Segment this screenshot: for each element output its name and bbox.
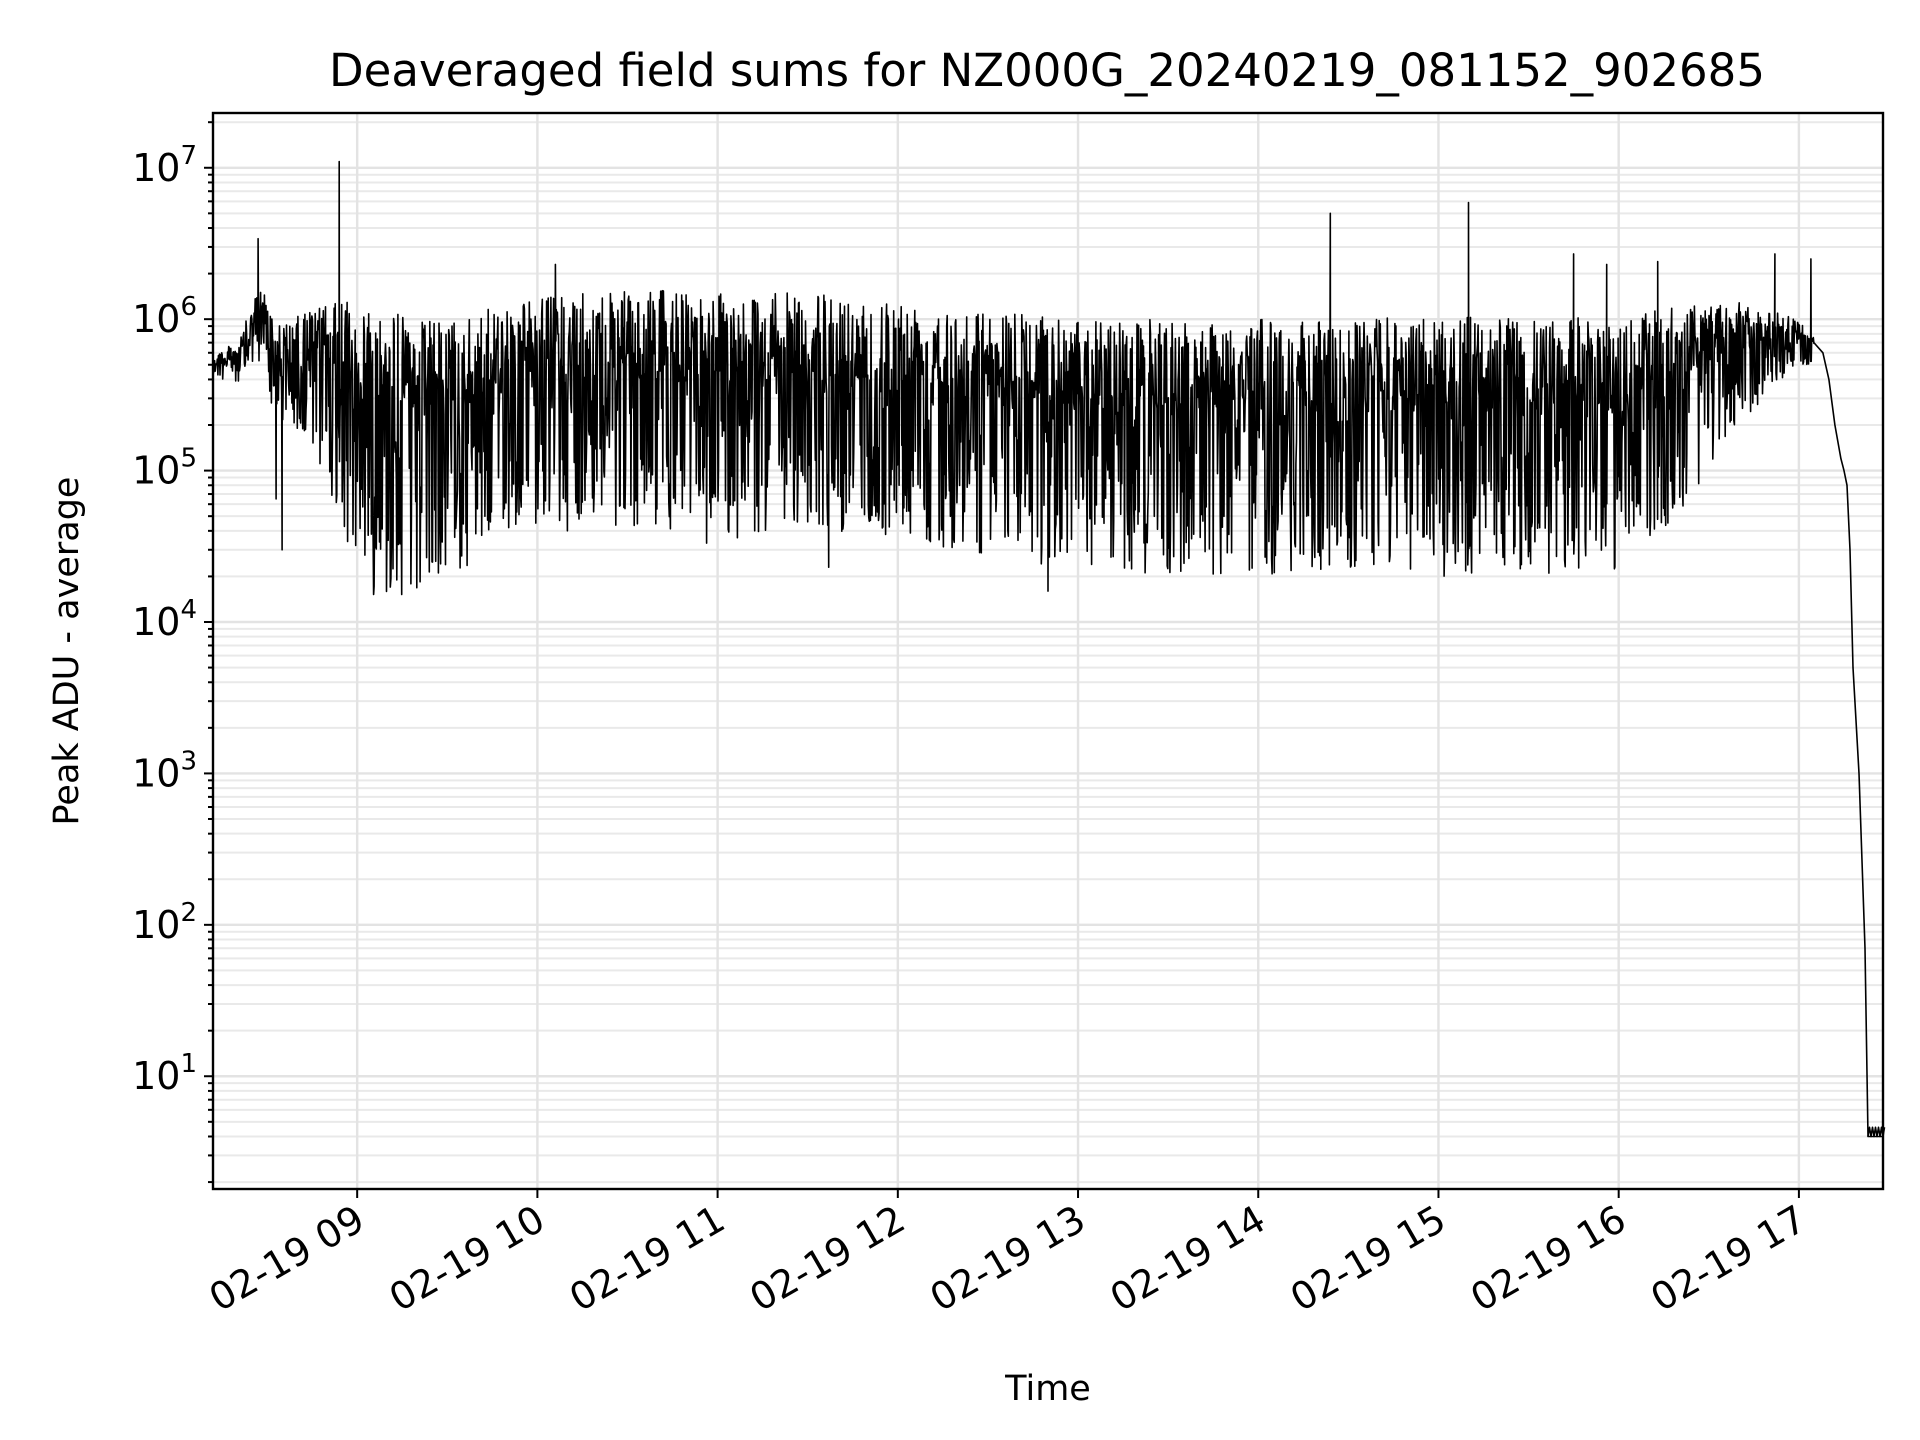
plot-frame <box>211 111 1885 1191</box>
y-axis: 101 102 103 104 105 106 107 <box>132 121 213 1184</box>
x-tick-label: 02-19 14 <box>1103 1197 1273 1321</box>
x-tick-label: 02-19 10 <box>382 1197 552 1321</box>
y-tick-label: 105 <box>132 444 197 493</box>
data-series-tail <box>1867 1126 1886 1138</box>
x-tick-label: 02-19 15 <box>1283 1197 1453 1321</box>
chart-title: Deaveraged field sums for NZ000G_2024021… <box>329 44 1765 97</box>
x-tick-label: 02-19 12 <box>742 1197 912 1321</box>
y-tick-label: 104 <box>132 595 197 644</box>
grid-layer <box>213 113 1883 1189</box>
y-tick-label: 107 <box>132 141 197 190</box>
y-tick-label: 102 <box>132 898 197 947</box>
x-tick-label: 02-19 11 <box>562 1197 732 1321</box>
y-tick-label: 103 <box>132 746 197 795</box>
x-tick-label: 02-19 17 <box>1643 1197 1813 1321</box>
series-layer <box>212 160 1886 1138</box>
x-tick-label: 02-19 16 <box>1463 1197 1633 1321</box>
y-axis-label: Peak ADU - average <box>47 477 87 826</box>
y-tick-label: 101 <box>132 1049 197 1098</box>
x-axis-label: Time <box>1004 1369 1091 1409</box>
x-tick-label: 02-19 13 <box>923 1197 1093 1321</box>
data-series-line <box>212 160 1883 1138</box>
y-tick-label: 106 <box>132 292 197 341</box>
x-tick-label: 02-19 09 <box>202 1197 372 1321</box>
x-axis: 02-19 09 02-19 10 02-19 11 02-19 12 02-19 13… <box>202 1189 1813 1321</box>
